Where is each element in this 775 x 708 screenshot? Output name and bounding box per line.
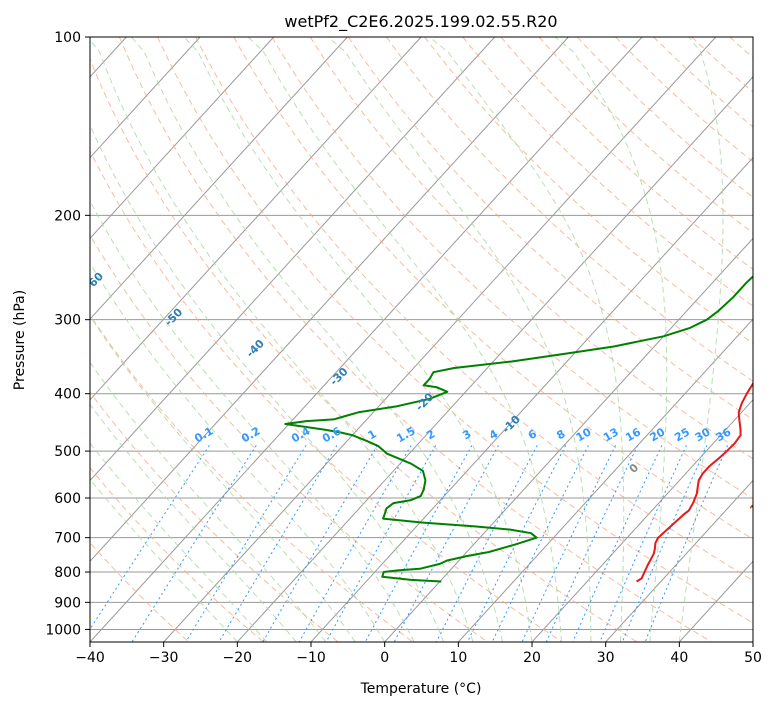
moist-adiabat-32 [428, 37, 625, 642]
y-tick-label: 600 [54, 491, 81, 507]
tick-layer: −40 −30 −20 −10 0 10 20 30 40 50 1000 900 800 700 600 5… [45, 30, 762, 666]
x-tick-label: −10 [296, 650, 326, 666]
dry-adiabat-60 [195, 37, 753, 582]
y-tick-label: 400 [54, 387, 81, 403]
dry-adiabat-100 [347, 37, 753, 421]
isotherm--80 [90, 37, 348, 320]
mixing-ratio-line-1 [131, 445, 257, 642]
dry-adiabat-120 [424, 37, 753, 344]
moist-adiabat-12 [90, 39, 474, 642]
isotherm--40 [90, 37, 643, 642]
mixing-ratio-line-17 [644, 445, 729, 642]
moist-adiabat-28 [327, 37, 592, 642]
isotherm--50 [90, 37, 569, 563]
dry-adiabat-0 [90, 314, 414, 642]
dry-adiabat-30 [90, 58, 638, 642]
chart-title: wetPf2_C2E6.2025.199.02.55.R20 [284, 12, 557, 32]
x-axis-label: Temperature (°C) [360, 681, 482, 697]
y-axis-label: Pressure (hPa) [12, 290, 28, 390]
x-tick-label: 10 [449, 650, 467, 666]
y-tick-label: 500 [54, 444, 81, 460]
isotherm--90 [90, 37, 275, 240]
x-tick-label: 30 [597, 650, 615, 666]
mixing-ratio-line-2 [185, 445, 307, 642]
mixing-ratio-layer [90, 445, 729, 642]
isotherm--20 [236, 76, 753, 642]
adiabat-layer [90, 37, 753, 642]
dry-adiabat-80 [271, 37, 753, 500]
isotherm--70 [90, 37, 422, 401]
mixing-ratio-line-8 [393, 445, 499, 642]
x-tick-label: 20 [523, 650, 541, 666]
x-tick-label: 0 [380, 650, 389, 666]
grid-layer [90, 37, 753, 642]
dry-adiabat-130 [462, 37, 753, 307]
isotherm--60 [90, 37, 496, 482]
mixing-ratio-line-11 [491, 445, 589, 642]
isotherm--100 [90, 37, 201, 159]
moist-adiabat-36 [554, 37, 668, 642]
moist-adiabat-20 [183, 37, 533, 642]
isotherm-0 [384, 237, 753, 642]
mixing-ratio-line-12 [521, 445, 617, 642]
mixing-ratio-line-15 [599, 445, 687, 642]
temperature-profile [636, 381, 753, 583]
dry-adiabat-160 [576, 37, 753, 198]
moist-adiabat-8 [90, 123, 445, 642]
moist-adiabat--12 [90, 403, 297, 642]
moist-adiabat-4 [90, 199, 415, 642]
dry-adiabat-150 [538, 37, 753, 234]
plot-frame [89, 36, 754, 643]
isotherm-30 [605, 479, 753, 642]
moist-adiabat--4 [90, 314, 356, 642]
dewpoint-profile [284, 275, 753, 583]
moist-adiabat-0 [90, 262, 386, 642]
x-tick-label: 50 [744, 650, 762, 666]
x-tick-label: −40 [75, 650, 105, 666]
mixing-ratio-line-14 [572, 445, 663, 642]
mixing-ratio-line-13 [545, 445, 639, 642]
y-tick-label: 800 [54, 565, 81, 581]
dry-adiabat-90 [309, 37, 753, 460]
mixing-ratio-line-7 [364, 445, 473, 642]
dry-adiabat-50 [157, 37, 753, 624]
y-tick-label: 1000 [45, 622, 81, 638]
y-tick-label: 700 [54, 531, 81, 547]
moist-adiabat--16 [90, 442, 268, 642]
y-tick-label: 100 [54, 30, 81, 46]
isotherm-label: 10 [747, 496, 767, 516]
dry-adiabat-40 [118, 37, 712, 642]
moist-adiabat--20 [90, 478, 238, 642]
x-tick-label: 40 [670, 650, 688, 666]
y-tick-label: 200 [54, 208, 81, 224]
dry-adiabat-70 [233, 37, 753, 540]
mixing-ratio-line-9 [435, 445, 538, 642]
moist-adiabat-16 [131, 37, 503, 642]
mixing-ratio-line-16 [621, 445, 708, 642]
mixing-ratio-line-0 [90, 445, 210, 631]
x-tick-label: −30 [149, 650, 179, 666]
y-tick-label: 900 [54, 595, 81, 611]
x-tick-label: −20 [223, 650, 253, 666]
dry-adiabat-20 [90, 149, 563, 642]
series-layer [284, 275, 753, 583]
dry-adiabat--10 [90, 391, 339, 642]
dry-adiabat-110 [386, 37, 753, 382]
y-tick-label: 300 [54, 313, 81, 329]
moist-adiabat--8 [90, 361, 327, 642]
mixing-ratio-line-3 [218, 445, 338, 642]
moist-adiabat-24 [247, 37, 562, 642]
moist-adiabat-40 [678, 37, 724, 642]
